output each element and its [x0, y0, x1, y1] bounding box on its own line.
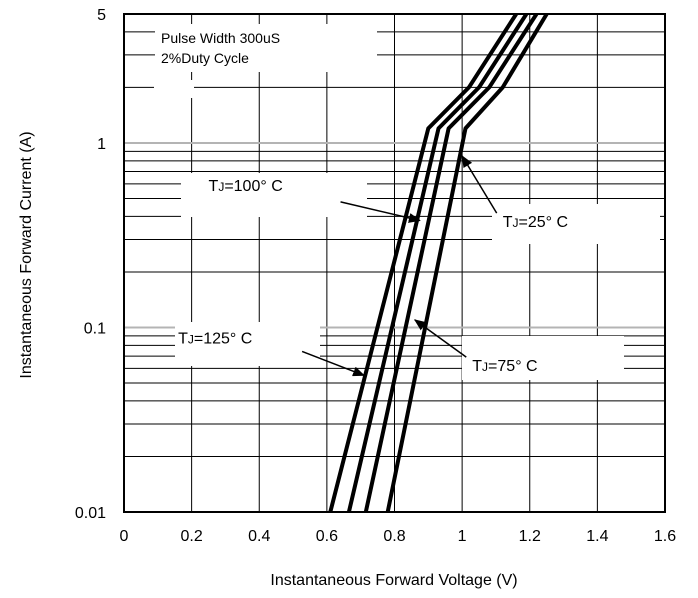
annotation-arrow-t125	[301, 350, 366, 377]
annotation-label-t25: TJ=25° C	[503, 214, 568, 231]
series-line-2	[346, 14, 529, 512]
y-tick-label: 5	[97, 7, 106, 24]
annotation-label-t75: TJ=75° C	[472, 358, 537, 375]
x-axis-label: Instantaneous Forward Voltage (V)	[270, 572, 517, 589]
series-line-1	[328, 14, 518, 512]
label-background	[155, 24, 377, 72]
annotation-arrow-t25	[461, 155, 498, 214]
y-tick-label: 0.01	[75, 505, 106, 522]
series-line-3	[363, 14, 539, 512]
label-background	[462, 336, 624, 380]
x-tick-label: 1.6	[654, 528, 676, 545]
annotation-arrows	[301, 155, 498, 377]
y-tick-label: 1	[97, 136, 106, 153]
annotation-label-t125: TJ=125° C	[178, 330, 252, 347]
plot-frame	[123, 13, 666, 513]
label-background	[175, 322, 320, 366]
annotation-label-t100: TJ=100° C	[209, 178, 283, 195]
x-tick-label: 1	[458, 528, 467, 545]
x-tick-label: 0.6	[316, 528, 338, 545]
label-background	[154, 80, 194, 98]
x-tick-label: 0	[120, 528, 129, 545]
x-tick-label: 1.4	[586, 528, 608, 545]
label-background	[181, 173, 367, 217]
series-curves	[328, 14, 549, 512]
annotation-arrow-t100	[340, 201, 421, 223]
x-tick-label: 0.2	[181, 528, 203, 545]
label-background	[492, 204, 660, 244]
y-tick-labels: 0.01 0.1 1 5	[75, 7, 106, 522]
x-tick-labels: 0 0.2 0.4 0.6 0.8 1 1.2 1.4 1.6	[120, 528, 677, 545]
annotation-arrow-t75	[413, 319, 467, 358]
annotation-labels: TJ=125° C TJ=100° C TJ=75° C TJ=25° C	[178, 178, 568, 375]
y-axis-label: Instantaneous Forward Current (A)	[18, 131, 35, 378]
y-tick-label: 0.1	[84, 320, 106, 337]
label-backgrounds	[154, 24, 660, 380]
x-tick-label: 1.2	[519, 528, 541, 545]
note-line-2: 2%Duty Cycle	[161, 50, 249, 66]
x-tick-label: 0.8	[383, 528, 405, 545]
x-tick-label: 0.4	[248, 528, 270, 545]
note-line-1: Pulse Width 300uS	[161, 30, 280, 46]
